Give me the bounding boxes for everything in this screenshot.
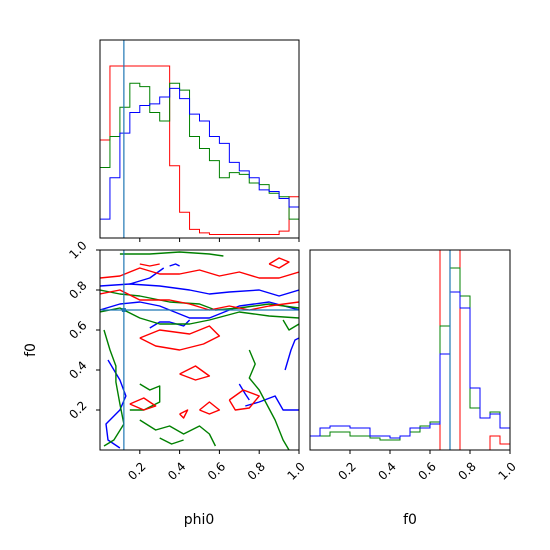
contour-green-8 xyxy=(159,437,184,445)
joint-frame xyxy=(99,249,300,451)
contour-blue-7 xyxy=(284,337,299,371)
contour-blue-1 xyxy=(100,301,299,319)
x-tick-label: 0.2 xyxy=(125,459,148,482)
contour-blue-6 xyxy=(169,263,180,267)
contour-series xyxy=(100,251,299,450)
joint-contour-panel xyxy=(96,249,300,454)
x-tick-label: 0.6 xyxy=(415,459,438,482)
hist-f0-frame xyxy=(309,249,511,451)
contour-green-7 xyxy=(119,251,224,257)
xlabel-f0: f0 xyxy=(403,512,417,528)
contour-green-4 xyxy=(248,349,290,450)
x-tick-label: 1.0 xyxy=(495,459,518,482)
x-tick-label: 0.8 xyxy=(245,459,268,482)
contour-red-7 xyxy=(268,257,290,269)
contour-green-6 xyxy=(282,319,299,331)
contour-blue-4 xyxy=(245,395,299,411)
contour-green-3 xyxy=(139,419,217,447)
hist-series-blue xyxy=(100,87,299,238)
contour-red-3 xyxy=(179,365,211,381)
contour-red-8 xyxy=(139,263,160,267)
x-tick-label: 0.6 xyxy=(205,459,228,482)
x-tick-label: 0.4 xyxy=(165,459,188,482)
contour-red-6 xyxy=(228,389,260,411)
hist-series-red xyxy=(100,65,299,238)
contour-green-0 xyxy=(100,289,299,311)
histogram-phi0-panel xyxy=(99,39,300,242)
truth-marker xyxy=(121,308,126,312)
hist-phi0-series xyxy=(100,65,299,238)
contour-red-5 xyxy=(199,401,221,415)
x-tick-label: 0.8 xyxy=(455,459,478,482)
y-tick-label: 1.0 xyxy=(66,238,89,261)
tick-labels: 0.2 0.4 0.6 0.8 1.0 0.2 0.4 0.6 0.8 1.0 0.2 0.4 0.6 0… xyxy=(66,238,519,483)
contour-red-4 xyxy=(129,397,157,411)
contour-blue-8 xyxy=(238,383,250,401)
x-tick-label: 0.4 xyxy=(375,459,398,482)
contour-blue-2 xyxy=(105,359,127,449)
contour-green-5 xyxy=(129,383,161,411)
y-tick-label: 0.4 xyxy=(66,358,89,381)
hist-series-green xyxy=(310,267,510,450)
hist-phi0-frame xyxy=(99,39,300,239)
contour-blue-5 xyxy=(129,267,165,285)
contour-green-2 xyxy=(103,329,125,447)
contour-green-1 xyxy=(100,307,299,325)
contour-red-2 xyxy=(139,325,221,351)
y-tick-label: 0.8 xyxy=(66,278,89,301)
contour-blue-0 xyxy=(100,283,299,297)
hist-series-green xyxy=(100,82,299,238)
x-tick-label: 0.2 xyxy=(335,459,358,482)
contour-red-0 xyxy=(100,267,299,279)
contour-red-9 xyxy=(179,409,189,419)
histogram-f0-panel xyxy=(309,249,511,454)
ylabel-f0: f0 xyxy=(23,343,39,357)
x-tick-label: 1.0 xyxy=(284,459,307,482)
xlabel-phi0: phi0 xyxy=(184,512,215,528)
hist-f0-series xyxy=(310,250,510,450)
hist-series-red xyxy=(310,250,510,450)
y-tick-label: 0.6 xyxy=(66,318,89,341)
hist-series-blue xyxy=(310,291,510,450)
contour-red-1 xyxy=(100,289,299,311)
y-tick-label: 0.2 xyxy=(66,398,89,421)
